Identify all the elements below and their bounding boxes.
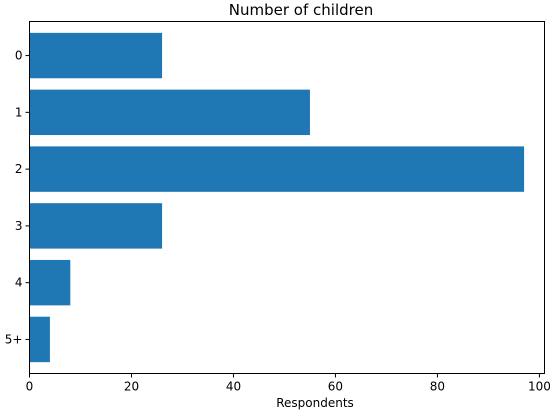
x-axis: 0 20 40 60 80 100 xyxy=(26,373,550,394)
x-tick-label-0: 0 xyxy=(26,380,34,394)
bar-5+ xyxy=(29,316,50,363)
bars-group xyxy=(29,32,525,363)
y-tick-label-0: 0 xyxy=(15,49,23,63)
y-tick-label-5+: 5+ xyxy=(5,332,23,346)
x-tick-label-20: 20 xyxy=(124,380,139,394)
chart-title: Number of children xyxy=(229,1,373,19)
y-axis: 0 1 2 3 4 5+ xyxy=(5,49,30,346)
bar-0 xyxy=(29,32,163,79)
x-tick-label-100: 100 xyxy=(528,380,550,394)
bar-4 xyxy=(29,259,71,306)
y-tick-label-3: 3 xyxy=(15,219,23,233)
y-tick-label-2: 2 xyxy=(15,162,23,176)
x-tick-label-60: 60 xyxy=(328,380,343,394)
x-axis-label: Respondents xyxy=(276,396,354,410)
bar-2 xyxy=(29,146,525,192)
bar-1 xyxy=(29,89,310,136)
x-tick-label-40: 40 xyxy=(226,380,241,394)
x-tick-label-80: 80 xyxy=(430,380,445,394)
y-tick-label-4: 4 xyxy=(15,276,23,290)
plot-frame xyxy=(29,21,545,374)
y-tick-label-1: 1 xyxy=(15,105,23,119)
bar-3 xyxy=(29,203,163,249)
